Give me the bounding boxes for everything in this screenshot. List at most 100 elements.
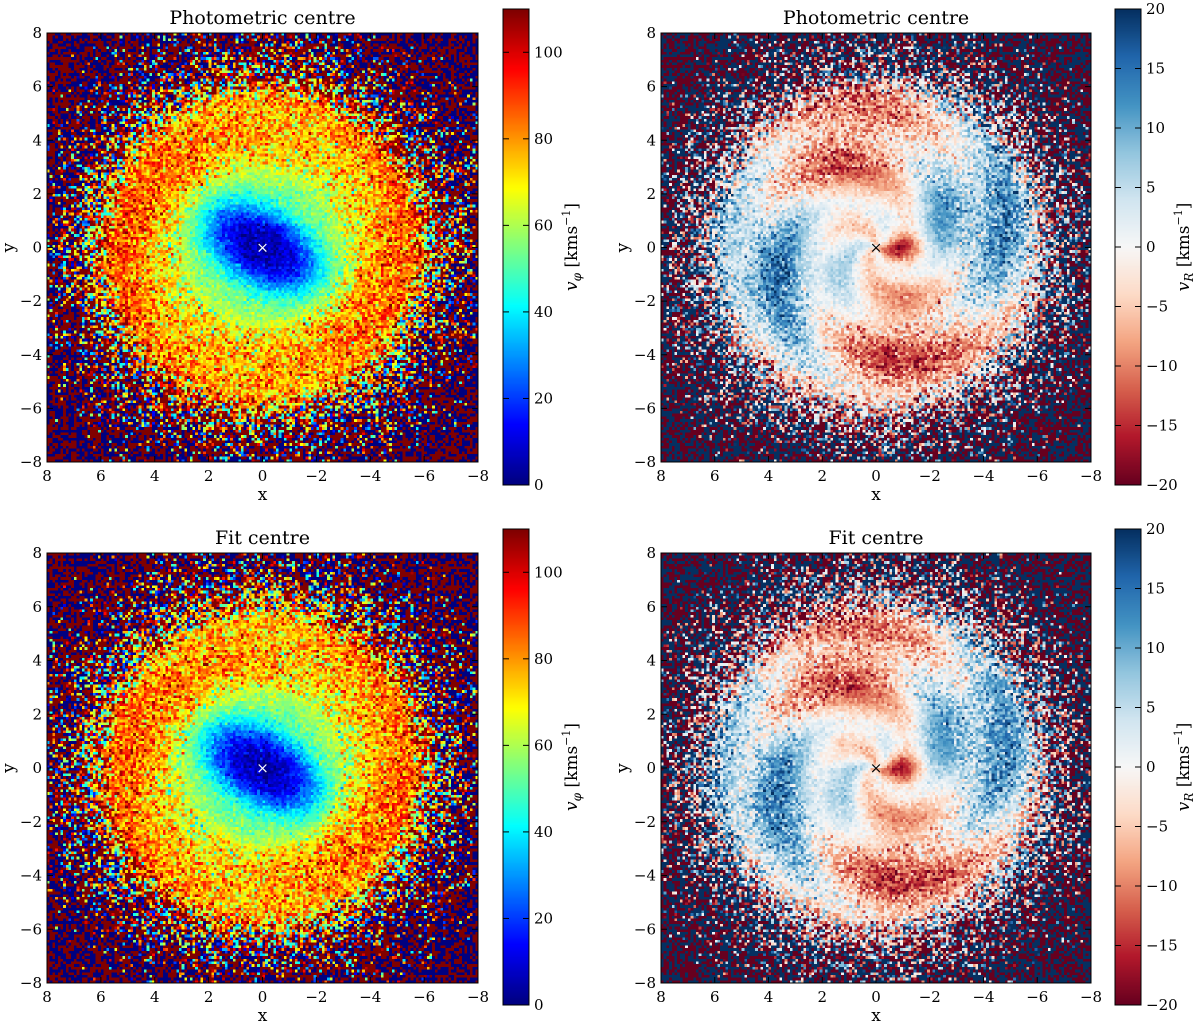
- panel-title: Fit centre: [215, 527, 310, 549]
- colorbar-tick-label: −20: [1146, 476, 1178, 494]
- colorbar-label: vφ [kms−1]: [560, 723, 584, 811]
- y-tick-label: −2: [634, 292, 656, 310]
- x-tick-label: 8: [656, 988, 666, 1006]
- y-axis-label: y: [613, 242, 633, 253]
- x-tick-label: 2: [204, 467, 214, 485]
- y-tick-label: −6: [20, 399, 42, 417]
- colorbar-tick-label: 60: [534, 216, 553, 234]
- y-tick-label: −8: [20, 453, 42, 471]
- y-tick-label: −6: [634, 399, 656, 417]
- y-tick-label: 2: [32, 705, 42, 723]
- y-tick-label: −8: [20, 974, 42, 992]
- x-tick-label: −2: [919, 467, 941, 485]
- heatmap-image: [47, 553, 478, 983]
- y-tick-label: 2: [646, 185, 656, 203]
- x-axis-label: x: [258, 1006, 268, 1025]
- y-tick-label: 0: [32, 239, 42, 257]
- x-tick-label: −8: [467, 988, 489, 1006]
- colorbar-label: vφ [kms−1]: [560, 203, 584, 291]
- y-axis-label: y: [0, 242, 19, 253]
- colorbar-tick-label: 0: [534, 476, 544, 494]
- centre-marker: ×: [256, 759, 269, 777]
- colorbar-tick-label: 0: [1146, 758, 1156, 776]
- y-tick-label: 6: [32, 598, 42, 616]
- y-tick-label: 6: [646, 78, 656, 96]
- colorbar-gradient: [503, 529, 529, 1005]
- x-tick-label: −8: [1080, 467, 1102, 485]
- y-tick-label: 4: [32, 652, 42, 670]
- x-tick-label: 4: [150, 988, 160, 1006]
- x-tick-label: −2: [919, 988, 941, 1006]
- x-axis-label: x: [871, 485, 881, 505]
- panel-title: Photometric centre: [169, 7, 355, 29]
- x-tick-label: −4: [359, 467, 381, 485]
- y-tick-label: 4: [32, 131, 42, 149]
- x-tick-label: −6: [413, 467, 435, 485]
- colorbar-tick-label: −20: [1146, 996, 1178, 1014]
- colorbar-tick-label: 5: [1146, 699, 1156, 717]
- x-tick-label: 8: [42, 988, 52, 1006]
- y-tick-label: −4: [20, 867, 42, 885]
- x-tick-label: −4: [359, 988, 381, 1006]
- y-tick-label: 4: [646, 131, 656, 149]
- y-tick-label: −2: [634, 813, 656, 831]
- colorbar-tick-label: −15: [1146, 937, 1178, 955]
- x-tick-label: −6: [1026, 988, 1048, 1006]
- colorbar-tick-label: −5: [1146, 818, 1168, 836]
- y-tick-label: −4: [634, 867, 656, 885]
- heatmap-image: [661, 33, 1091, 462]
- centre-marker: ×: [870, 759, 883, 777]
- y-tick-label: 0: [646, 239, 656, 257]
- x-tick-label: 6: [710, 467, 720, 485]
- x-tick-label: −2: [305, 988, 327, 1006]
- colorbar-tick-label: 40: [534, 823, 553, 841]
- x-tick-label: 2: [204, 988, 214, 1006]
- colorbar-frame: [502, 8, 530, 486]
- y-tick-label: −8: [634, 453, 656, 471]
- colorbar-frame: [502, 528, 530, 1006]
- x-tick-label: 2: [817, 467, 827, 485]
- x-tick-label: −2: [305, 467, 327, 485]
- y-tick-label: −4: [634, 346, 656, 364]
- y-tick-label: 6: [646, 598, 656, 616]
- colorbar-tick-label: 10: [1146, 639, 1165, 657]
- colorbar-tick-label: 40: [534, 303, 553, 321]
- y-tick-label: −2: [20, 813, 42, 831]
- colorbar-tick-label: 80: [534, 130, 553, 148]
- y-tick-label: 8: [32, 544, 42, 562]
- x-tick-label: 4: [764, 467, 774, 485]
- panel-title: Photometric centre: [783, 7, 969, 29]
- y-tick-label: −4: [20, 346, 42, 364]
- centre-marker: ×: [870, 239, 883, 257]
- colorbar-tick-label: 60: [534, 736, 553, 754]
- x-tick-label: 6: [710, 988, 720, 1006]
- colorbar-tick-label: 0: [534, 996, 544, 1014]
- colorbar-tick-label: 5: [1146, 179, 1156, 197]
- y-tick-label: 4: [646, 652, 656, 670]
- colorbar-gradient: [503, 9, 529, 485]
- y-tick-label: −8: [634, 974, 656, 992]
- y-axis-label: y: [613, 763, 633, 774]
- colorbar-tick-label: 20: [1146, 0, 1165, 18]
- y-tick-label: −2: [20, 292, 42, 310]
- y-tick-label: 0: [32, 759, 42, 777]
- x-tick-label: 0: [871, 988, 881, 1006]
- x-tick-label: −8: [467, 467, 489, 485]
- x-tick-label: −4: [972, 988, 994, 1006]
- y-tick-label: 8: [646, 544, 656, 562]
- colorbar-tick-label: −10: [1146, 357, 1178, 375]
- colorbar-tick-label: 20: [1146, 520, 1165, 538]
- x-tick-label: 4: [150, 467, 160, 485]
- x-tick-label: 2: [817, 988, 827, 1006]
- y-tick-label: 8: [646, 24, 656, 42]
- x-tick-label: −6: [1026, 467, 1048, 485]
- y-axis-label: y: [0, 763, 19, 774]
- x-tick-label: 6: [96, 988, 106, 1006]
- y-tick-label: −6: [20, 920, 42, 938]
- y-tick-label: 6: [32, 78, 42, 96]
- x-tick-label: 8: [656, 467, 666, 485]
- colorbar-tick-label: 0: [1146, 238, 1156, 256]
